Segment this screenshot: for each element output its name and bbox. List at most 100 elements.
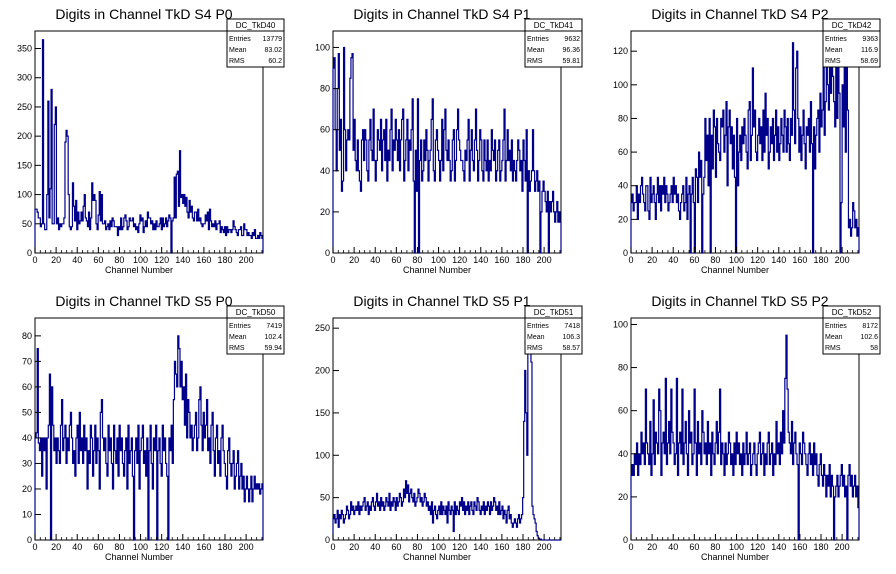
plot-frame <box>34 30 264 254</box>
histogram-series-line <box>630 30 860 254</box>
x-axis-label: Channel Number <box>403 265 471 275</box>
chart-title: Digits in Channel TkD S4 P1 <box>353 6 530 22</box>
stats-name: DC_TkD42 <box>832 21 872 30</box>
x-tick-label: 100 <box>431 255 446 265</box>
stats-box-frame <box>524 18 583 68</box>
y-tick-label: 100 <box>17 190 32 200</box>
x-tick-label: 20 <box>349 255 359 265</box>
histogram-series-line <box>332 336 561 541</box>
x-tick-label: 20 <box>51 255 61 265</box>
x-tick-label: 160 <box>494 255 509 265</box>
x-tick-label: 200 <box>537 255 552 265</box>
stats-value: 59.81 <box>562 58 580 65</box>
histogram-series-line <box>630 334 860 541</box>
x-tick-label: 200 <box>537 542 552 552</box>
x-tick-label: 80 <box>710 542 720 552</box>
x-tick-label: 0 <box>32 255 37 265</box>
x-tick-label: 160 <box>196 255 211 265</box>
y-tick-label: 60 <box>320 125 330 135</box>
x-tick-label: 40 <box>668 542 678 552</box>
x-tick-label: 180 <box>515 255 530 265</box>
x-tick-label: 60 <box>93 255 103 265</box>
y-tick-label: 80 <box>618 363 628 373</box>
x-tick-label: 0 <box>628 542 633 552</box>
stats-value: 83.02 <box>264 47 282 54</box>
histogram-panel-3: Digits in Channel TkD S5 P00 20 40 60 80 100 1… <box>22 293 285 562</box>
y-tick-label: 200 <box>17 131 32 141</box>
x-tick-label: 120 <box>452 255 467 265</box>
y-tick-label-zero: 0 <box>623 248 628 258</box>
stats-label: RMS <box>527 58 543 65</box>
x-axis-label: Channel Number <box>403 552 471 562</box>
x-tick-label: 120 <box>154 542 169 552</box>
y-tick-label: 20 <box>320 207 330 217</box>
x-tick-label: 80 <box>114 255 124 265</box>
x-tick-label: 140 <box>175 542 190 552</box>
y-tick-label: 50 <box>22 219 32 229</box>
x-tick-label: 120 <box>750 542 765 552</box>
x-tick-label: 100 <box>729 542 744 552</box>
stats-value: 7419 <box>266 323 282 330</box>
x-tick-label: 40 <box>370 255 380 265</box>
stats-box-frame <box>524 305 583 355</box>
stats-label: Mean <box>527 47 545 54</box>
y-tick-label: 250 <box>17 102 32 112</box>
histogram-series-line <box>34 39 264 254</box>
x-tick-label: 80 <box>710 255 720 265</box>
stats-value: 106.3 <box>562 334 580 341</box>
stats-name: DC_TkD52 <box>832 308 872 317</box>
x-tick-label: 180 <box>217 542 232 552</box>
x-axis-label: Channel Number <box>701 265 769 275</box>
stats-value: 96.36 <box>562 47 580 54</box>
y-tick-label: 80 <box>22 331 32 341</box>
x-tick-label: 180 <box>515 542 530 552</box>
y-tick-label: 100 <box>613 80 628 90</box>
x-tick-label: 180 <box>217 255 232 265</box>
stats-value: 116.9 <box>861 47 878 54</box>
stats-box-frame <box>226 18 285 68</box>
x-tick-label: 40 <box>72 255 82 265</box>
stats-label: RMS <box>825 58 841 65</box>
stats-label: Entries <box>825 36 847 43</box>
histogram-series-line <box>34 335 264 541</box>
y-tick-label: 300 <box>17 73 32 83</box>
stats-label: Entries <box>527 323 549 330</box>
y-tick-label: 120 <box>613 46 628 56</box>
histogram-panel-0: Digits in Channel TkD S4 P0 0 20 40 60 80 100 1… <box>17 6 285 275</box>
x-tick-label: 180 <box>813 255 828 265</box>
stats-name: DC_TkD51 <box>534 308 574 317</box>
stats-label: Mean <box>825 47 843 54</box>
stats-box-frame <box>226 305 285 355</box>
stats-label: Mean <box>229 334 247 341</box>
stats-label: RMS <box>229 345 245 352</box>
stats-label: RMS <box>825 345 841 352</box>
y-tick-label: 40 <box>618 181 628 191</box>
x-tick-label: 60 <box>391 255 401 265</box>
plot-frame <box>630 30 860 254</box>
y-tick-label: 100 <box>613 319 628 329</box>
x-tick-label: 80 <box>114 542 124 552</box>
x-tick-label: 80 <box>412 542 422 552</box>
y-tick-label: 100 <box>315 42 330 52</box>
y-tick-label: 40 <box>320 166 330 176</box>
chart-title: Digits in Channel TkD S4 P2 <box>651 6 828 22</box>
stats-name: DC_TkD40 <box>236 21 276 30</box>
x-tick-label: 0 <box>330 255 335 265</box>
y-tick-label: 50 <box>320 493 330 503</box>
x-tick-label: 200 <box>239 542 254 552</box>
stats-box: DC_TkD52 Entries 8172 Mean 102.6 RMS 58 <box>822 305 881 355</box>
stats-label: Entries <box>229 323 251 330</box>
stats-box: DC_TkD50 Entries 7419 Mean 102.4 RMS 59.94 <box>226 305 285 355</box>
chart-title: Digits in Channel TkD S5 P1 <box>353 293 530 309</box>
stats-value: 8172 <box>862 323 878 330</box>
stats-label: Entries <box>825 323 847 330</box>
y-tick-label: 70 <box>22 356 32 366</box>
stats-box-frame <box>822 18 881 68</box>
x-tick-label: 40 <box>72 542 82 552</box>
x-tick-label: 20 <box>349 542 359 552</box>
x-axis-label: Channel Number <box>105 265 173 275</box>
y-tick-label: 20 <box>618 492 628 502</box>
stats-label: Mean <box>825 334 843 341</box>
y-tick-label: 40 <box>22 433 32 443</box>
histogram-panel-1: Digits in Channel TkD S4 P1 0 20 40 60 80 100 1… <box>315 6 583 275</box>
